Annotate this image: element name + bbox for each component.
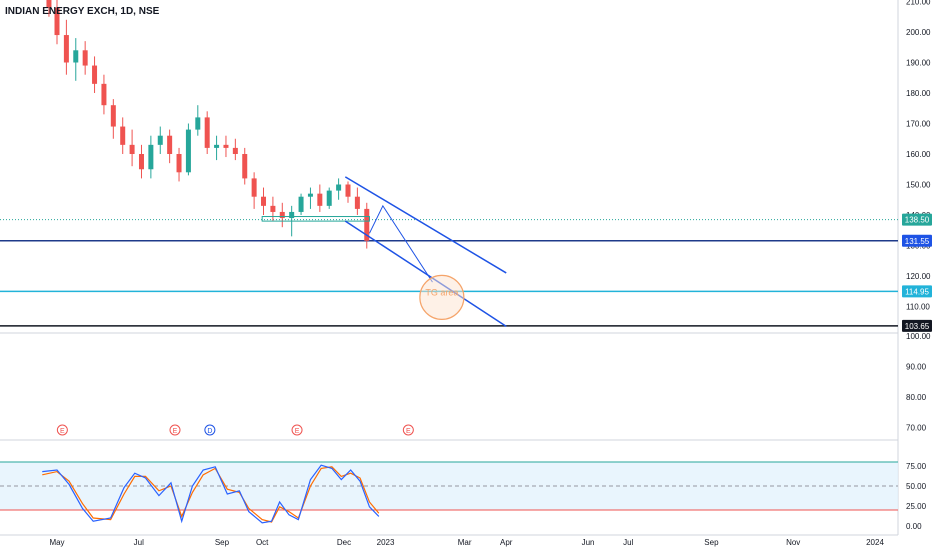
candle-body — [336, 184, 342, 191]
volume-event-label: E — [60, 428, 65, 435]
channel-upper-line — [344, 176, 507, 274]
price-tick-label: 150.00 — [906, 181, 931, 190]
volume-event-label: E — [173, 428, 178, 435]
price-tick-label: 200.00 — [906, 28, 931, 37]
candle-body — [63, 35, 69, 63]
volume-event-marker — [291, 424, 303, 436]
time-tick-label: Dec — [337, 538, 351, 547]
volume-tick-label: 70.00 — [906, 424, 927, 433]
volume-event-marker — [204, 424, 216, 436]
stochastic-tick-label: 25.00 — [906, 502, 927, 511]
candle-body — [326, 190, 332, 206]
price-tick-label: 160.00 — [906, 150, 931, 159]
stochastic-tick-label: 0.00 — [906, 522, 922, 531]
candle-body — [148, 144, 154, 170]
candle-body — [129, 144, 135, 154]
price-tick-label: 120.00 — [906, 272, 931, 281]
volume-tick-label: 100.00 — [906, 332, 931, 341]
candle-body — [120, 126, 126, 145]
time-tick-label: Mar — [458, 538, 472, 547]
time-tick-label: Jun — [582, 538, 595, 547]
candle-body — [73, 50, 79, 63]
candle-body — [195, 117, 201, 130]
target-label: TG area — [425, 287, 458, 297]
price-tick-label: 180.00 — [906, 89, 931, 98]
volume-event-marker — [56, 424, 68, 436]
volume-event-marker — [402, 424, 414, 436]
candle-body — [317, 193, 323, 206]
price-tick-label: 210.00 — [906, 0, 931, 7]
channel-lower-line — [344, 220, 507, 327]
candle-body — [242, 154, 248, 179]
volume-event-label: D — [207, 428, 212, 435]
stochastic-d-line — [42, 466, 380, 523]
candle-body — [298, 196, 304, 212]
candle-body — [279, 211, 285, 219]
stochastic-tick-label: 50.00 — [906, 482, 927, 491]
price-badge-label: 131.55 — [905, 237, 930, 246]
candle-body — [364, 208, 370, 241]
time-tick-label: 2023 — [377, 538, 395, 547]
candle-body — [204, 117, 210, 148]
price-tick-label: 170.00 — [906, 120, 931, 129]
time-tick-label: Nov — [786, 538, 800, 547]
price-badge — [902, 319, 932, 332]
candle-body — [232, 147, 238, 154]
candle-body — [82, 50, 88, 66]
stochastic-k-line — [42, 464, 380, 524]
price-badge-label: 138.50 — [905, 216, 930, 225]
time-tick-label: Jul — [623, 538, 633, 547]
volume-tick-label: 90.00 — [906, 363, 927, 372]
price-badge-label: 114.95 — [905, 287, 929, 296]
stochastic-tick-label: 75.00 — [906, 462, 927, 471]
target-circle — [419, 274, 465, 320]
candle-body — [261, 196, 267, 206]
candle-body — [110, 105, 116, 127]
time-tick-label: 2024 — [866, 538, 884, 547]
price-badge — [902, 213, 932, 226]
candle-body — [223, 144, 229, 148]
price-badge-label: 103.65 — [905, 322, 930, 331]
candle-body — [185, 129, 191, 173]
support-zone — [261, 216, 370, 222]
candle-body — [138, 154, 144, 170]
candle-body — [46, 0, 52, 8]
candle-body — [214, 144, 220, 148]
time-tick-label: Jul — [134, 538, 144, 547]
candle-body — [176, 154, 182, 173]
candle-body — [289, 211, 295, 219]
price-badge — [902, 285, 932, 298]
candle-body — [167, 135, 173, 154]
time-tick-label: Sep — [704, 538, 719, 547]
candle-body — [54, 7, 60, 36]
candle-body — [101, 83, 107, 106]
time-tick-label: Oct — [256, 538, 269, 547]
symbol-title: INDIAN ENERGY EXCH, 1D, NSE — [5, 6, 160, 17]
projection-path — [368, 204, 433, 283]
price-badge — [902, 234, 932, 247]
candle-body — [345, 184, 351, 197]
volume-tick-label: 80.00 — [906, 393, 927, 402]
price-tick-label: 190.00 — [906, 59, 931, 68]
candle-body — [157, 135, 163, 145]
candle-body — [354, 196, 360, 209]
volume-event-label: E — [406, 428, 411, 435]
candle-body — [270, 205, 276, 212]
time-tick-label: May — [49, 538, 64, 547]
time-tick-label: Sep — [215, 538, 230, 547]
time-tick-label: Apr — [500, 538, 513, 547]
volume-event-label: E — [295, 428, 300, 435]
candle-body — [307, 193, 313, 197]
price-tick-label: 110.00 — [906, 303, 930, 312]
candle-body — [92, 65, 98, 84]
volume-event-marker — [169, 424, 181, 436]
candle-body — [251, 178, 257, 197]
